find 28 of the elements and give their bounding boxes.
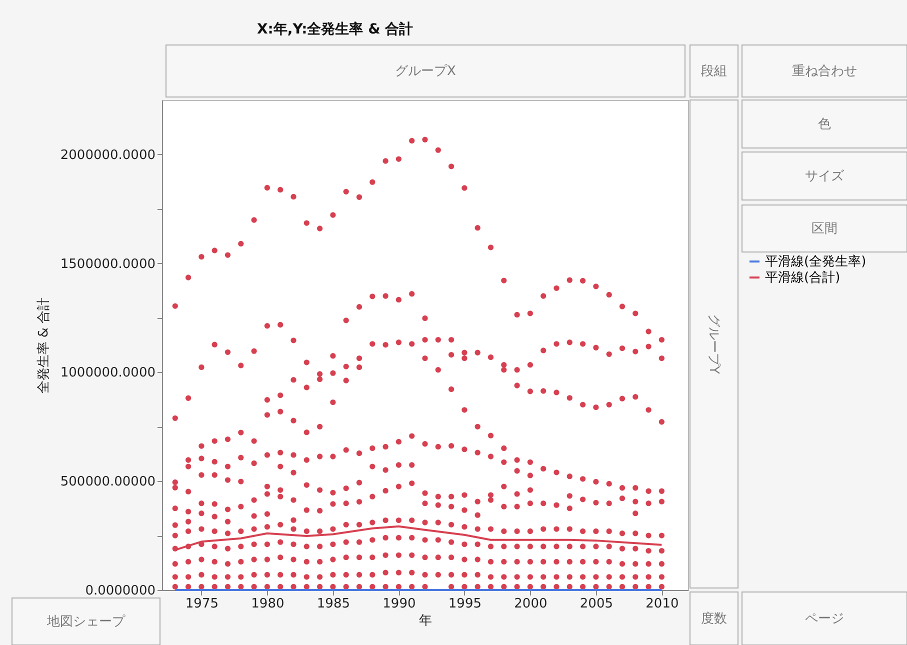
x-tick-label: 1980 <box>251 596 284 612</box>
y-tick-label: 500000.00000 <box>60 474 156 490</box>
text: グループX <box>395 64 456 79</box>
x-tick-label: 2010 <box>646 596 679 612</box>
text: 重ね合わせ <box>792 64 857 79</box>
y-tick-label: 0.0000000 <box>85 584 156 598</box>
x-axis-title: 年 <box>419 614 432 628</box>
text: 地図シェープ <box>46 614 126 630</box>
text: グループY <box>706 314 721 374</box>
y-tick-label: 1500000.0000 <box>60 256 156 272</box>
text: 色 <box>818 117 831 132</box>
x-tick-label: 2005 <box>580 596 613 612</box>
y-axis-title: 全発生率 & 合計 <box>35 297 52 394</box>
legend-label: 平滑線(全発生率) <box>765 254 866 270</box>
legend-label: 平滑線(合計) <box>765 270 840 286</box>
text: ページ <box>805 612 844 626</box>
text: サイズ <box>805 169 845 184</box>
chart-title: X:年,Y:全発生率 & 合計 <box>257 20 414 38</box>
y-tick-label: 2000000.0000 <box>60 148 156 163</box>
x-tick-label: 1985 <box>316 596 350 612</box>
text: 段組 <box>701 64 727 79</box>
x-tick-label: 2000 <box>514 596 548 612</box>
x-tick-label: 1990 <box>382 596 416 612</box>
text: 度数 <box>701 610 727 626</box>
text: 区間 <box>812 222 838 236</box>
x-tick-label: 1975 <box>185 596 218 612</box>
x-tick-label: 1995 <box>448 596 482 612</box>
y-tick-label: 1000000.0000 <box>60 366 156 381</box>
